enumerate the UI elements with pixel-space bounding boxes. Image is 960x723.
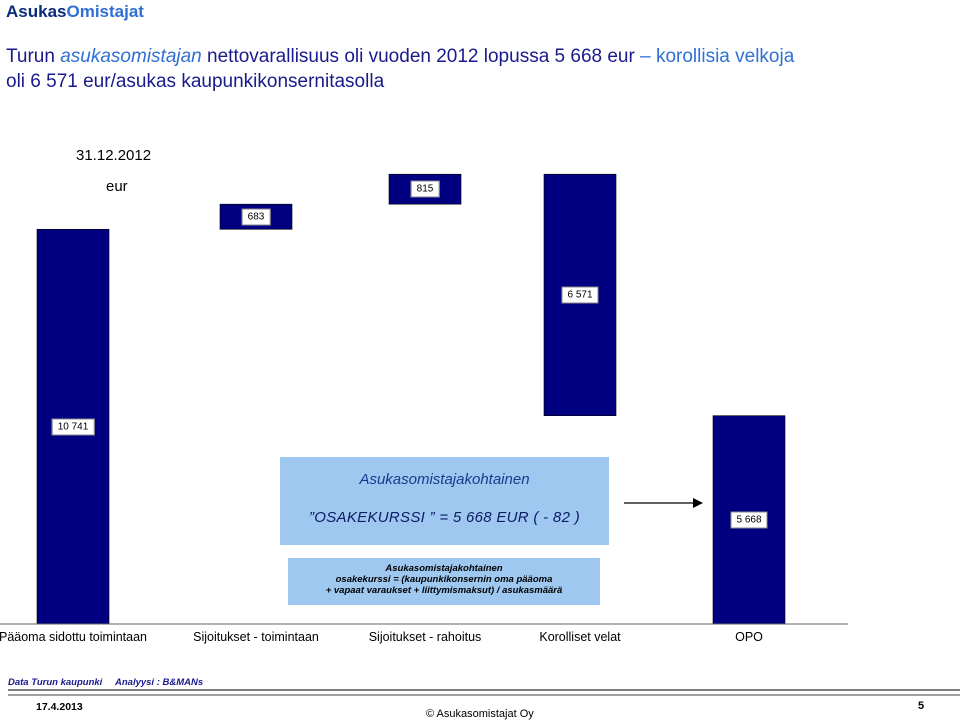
osakekurssi-box: Asukasomistajakohtainen ”OSAKEKURSSI ” =… <box>280 457 609 545</box>
category-label-4: Korolliset velat <box>539 630 621 644</box>
title-part2: asukasomistajan <box>60 46 202 67</box>
category-label-5: OPO <box>735 630 763 644</box>
footer-copyright: © Asukasomistajat Oy <box>426 708 534 720</box>
data-label-1: 10 741 <box>51 418 95 436</box>
footer-data-source: Data Turun kaupunki <box>8 677 103 688</box>
page-number: 5 <box>918 700 925 712</box>
chart-date-label: 31.12.2012 <box>76 147 152 164</box>
osakekurssi-formula: ”OSAKEKURSSI ” = 5 668 EUR ( - 82 ) <box>308 509 580 526</box>
category-label-3: Sijoitukset - rahoitus <box>368 630 482 644</box>
data-label-2: 683 <box>241 208 271 226</box>
definition-box: Asukasomistajakohtainen osakekurssi = (k… <box>288 558 600 605</box>
title-part3: nettovarallisuus oli vuoden 2012 lopussa… <box>201 46 641 67</box>
title-part6: kaupunkikonsernitasolla <box>176 71 385 92</box>
definition-line-2: osakekurssi = (kaupunkikonsernin oma pää… <box>335 574 553 585</box>
data-label-3: 815 <box>410 180 440 198</box>
footer-date: 17.4.2013 <box>36 701 83 713</box>
category-label-2: Sijoitukset - toimintaan <box>193 630 319 644</box>
data-label-4: 6 571 <box>561 286 599 304</box>
definition-line-1: Asukasomistajakohtainen <box>385 563 503 574</box>
brand-logo: AsukasOmistajat <box>6 2 144 22</box>
footer-analysis: Analyysi : B&MANs <box>115 677 204 688</box>
title-part4: – korollisia velkoja <box>640 46 795 67</box>
brand-part1: Asukas <box>6 2 67 21</box>
title-part5: oli 6 571 eur/asukas <box>6 71 177 92</box>
data-label-5: 5 668 <box>730 511 768 529</box>
definition-line-3: + vapaat varaukset + liittymismaksut) / … <box>325 585 563 596</box>
title-part1: Turun <box>6 46 61 67</box>
category-label-1: Pääoma sidottu toimintaan <box>0 630 148 644</box>
slide-title: Turun asukasomistajan nettovarallisuus o… <box>6 44 946 94</box>
chart-unit-label: eur <box>106 178 128 195</box>
brand-part2: Omistajat <box>66 2 144 21</box>
arrow-head <box>693 498 703 508</box>
osakekurssi-box-title: Asukasomistajakohtainen <box>359 471 530 488</box>
